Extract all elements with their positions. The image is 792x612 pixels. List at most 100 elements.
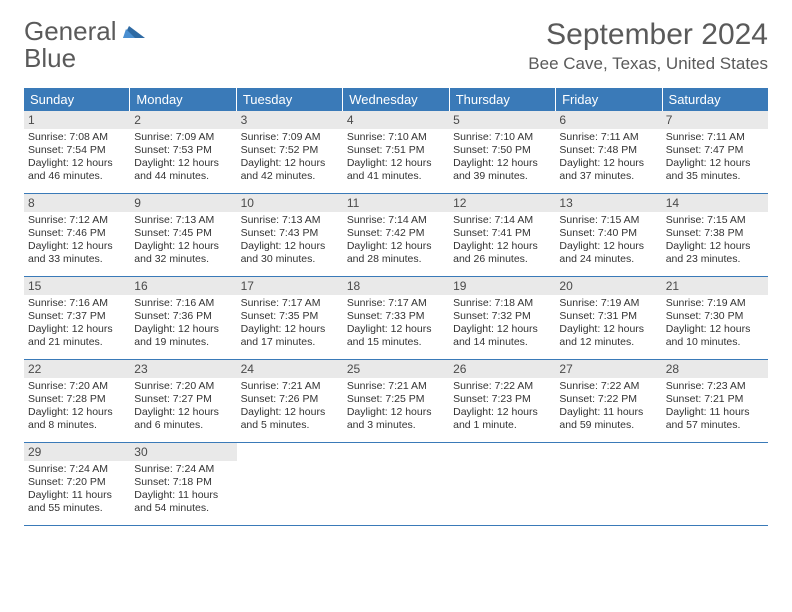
sunrise-text: Sunrise: 7:09 AM [241, 131, 339, 144]
sunset-text: Sunset: 7:31 PM [559, 310, 657, 323]
day-cell: 25Sunrise: 7:21 AMSunset: 7:25 PMDayligh… [343, 360, 449, 442]
day-of-week-header: Wednesday [343, 88, 449, 111]
daylight-text: Daylight: 12 hours and 12 minutes. [559, 323, 657, 349]
daylight-text: Daylight: 12 hours and 21 minutes. [28, 323, 126, 349]
sunset-text: Sunset: 7:22 PM [559, 393, 657, 406]
day-number: 15 [28, 279, 126, 293]
day-number-row: 30 [130, 443, 236, 461]
day-number-row: 24 [237, 360, 343, 378]
day-number-row: 7 [662, 111, 768, 129]
day-number-row: 19 [449, 277, 555, 295]
day-number-row: 21 [662, 277, 768, 295]
day-number: 30 [134, 445, 232, 459]
daylight-text: Daylight: 12 hours and 1 minute. [453, 406, 551, 432]
day-cell: 15Sunrise: 7:16 AMSunset: 7:37 PMDayligh… [24, 277, 130, 359]
sunset-text: Sunset: 7:43 PM [241, 227, 339, 240]
day-cell: 22Sunrise: 7:20 AMSunset: 7:28 PMDayligh… [24, 360, 130, 442]
day-number: 27 [559, 362, 657, 376]
logo: General Blue [24, 18, 145, 72]
day-cell: 30Sunrise: 7:24 AMSunset: 7:18 PMDayligh… [130, 443, 236, 525]
day-cell: 12Sunrise: 7:14 AMSunset: 7:41 PMDayligh… [449, 194, 555, 276]
day-cell: 10Sunrise: 7:13 AMSunset: 7:43 PMDayligh… [237, 194, 343, 276]
days-of-week-row: SundayMondayTuesdayWednesdayThursdayFrid… [24, 88, 768, 111]
daylight-text: Daylight: 11 hours and 55 minutes. [28, 489, 126, 515]
daylight-text: Daylight: 12 hours and 39 minutes. [453, 157, 551, 183]
day-cell: 7Sunrise: 7:11 AMSunset: 7:47 PMDaylight… [662, 111, 768, 193]
sunset-text: Sunset: 7:32 PM [453, 310, 551, 323]
day-number-row: 11 [343, 194, 449, 212]
daylight-text: Daylight: 12 hours and 28 minutes. [347, 240, 445, 266]
daylight-text: Daylight: 12 hours and 6 minutes. [134, 406, 232, 432]
day-number: 21 [666, 279, 764, 293]
day-cell: 20Sunrise: 7:19 AMSunset: 7:31 PMDayligh… [555, 277, 661, 359]
sunrise-text: Sunrise: 7:11 AM [559, 131, 657, 144]
day-cell: 23Sunrise: 7:20 AMSunset: 7:27 PMDayligh… [130, 360, 236, 442]
day-number: 11 [347, 196, 445, 210]
day-cell: 6Sunrise: 7:11 AMSunset: 7:48 PMDaylight… [555, 111, 661, 193]
sunset-text: Sunset: 7:52 PM [241, 144, 339, 157]
day-number-row: 20 [555, 277, 661, 295]
sunrise-text: Sunrise: 7:21 AM [347, 380, 445, 393]
day-number-row: 3 [237, 111, 343, 129]
sunrise-text: Sunrise: 7:15 AM [559, 214, 657, 227]
sunset-text: Sunset: 7:38 PM [666, 227, 764, 240]
day-number-row: 1 [24, 111, 130, 129]
sunset-text: Sunset: 7:54 PM [28, 144, 126, 157]
sunrise-text: Sunrise: 7:24 AM [28, 463, 126, 476]
day-cell: 14Sunrise: 7:15 AMSunset: 7:38 PMDayligh… [662, 194, 768, 276]
day-cell: 26Sunrise: 7:22 AMSunset: 7:23 PMDayligh… [449, 360, 555, 442]
day-number-row: 2 [130, 111, 236, 129]
sunset-text: Sunset: 7:51 PM [347, 144, 445, 157]
day-of-week-header: Saturday [663, 88, 768, 111]
sunrise-text: Sunrise: 7:16 AM [134, 297, 232, 310]
day-cell: 21Sunrise: 7:19 AMSunset: 7:30 PMDayligh… [662, 277, 768, 359]
day-number: 22 [28, 362, 126, 376]
day-cell: 16Sunrise: 7:16 AMSunset: 7:36 PMDayligh… [130, 277, 236, 359]
day-number-row: 27 [555, 360, 661, 378]
flag-icon [123, 27, 145, 44]
daylight-text: Daylight: 12 hours and 46 minutes. [28, 157, 126, 183]
daylight-text: Daylight: 12 hours and 30 minutes. [241, 240, 339, 266]
title-block: September 2024 Bee Cave, Texas, United S… [528, 18, 768, 74]
sunset-text: Sunset: 7:48 PM [559, 144, 657, 157]
sunrise-text: Sunrise: 7:22 AM [559, 380, 657, 393]
day-number: 29 [28, 445, 126, 459]
day-number-row: 13 [555, 194, 661, 212]
daylight-text: Daylight: 12 hours and 24 minutes. [559, 240, 657, 266]
month-title: September 2024 [528, 18, 768, 52]
day-number: 23 [134, 362, 232, 376]
day-number: 9 [134, 196, 232, 210]
day-cell: 11Sunrise: 7:14 AMSunset: 7:42 PMDayligh… [343, 194, 449, 276]
daylight-text: Daylight: 12 hours and 17 minutes. [241, 323, 339, 349]
daylight-text: Daylight: 12 hours and 23 minutes. [666, 240, 764, 266]
day-number: 24 [241, 362, 339, 376]
day-number-row: 18 [343, 277, 449, 295]
header: General Blue September 2024 Bee Cave, Te… [0, 0, 792, 80]
day-number: 8 [28, 196, 126, 210]
sunset-text: Sunset: 7:37 PM [28, 310, 126, 323]
sunrise-text: Sunrise: 7:17 AM [347, 297, 445, 310]
sunrise-text: Sunrise: 7:13 AM [134, 214, 232, 227]
day-number: 19 [453, 279, 551, 293]
sunrise-text: Sunrise: 7:13 AM [241, 214, 339, 227]
day-number: 1 [28, 113, 126, 127]
week-row: 22Sunrise: 7:20 AMSunset: 7:28 PMDayligh… [24, 360, 768, 443]
sunrise-text: Sunrise: 7:21 AM [241, 380, 339, 393]
sunrise-text: Sunrise: 7:19 AM [666, 297, 764, 310]
daylight-text: Daylight: 12 hours and 42 minutes. [241, 157, 339, 183]
day-number: 20 [559, 279, 657, 293]
logo-text-blue: Blue [24, 43, 76, 73]
sunrise-text: Sunrise: 7:20 AM [134, 380, 232, 393]
sunset-text: Sunset: 7:33 PM [347, 310, 445, 323]
sunrise-text: Sunrise: 7:23 AM [666, 380, 764, 393]
sunrise-text: Sunrise: 7:09 AM [134, 131, 232, 144]
sunrise-text: Sunrise: 7:14 AM [347, 214, 445, 227]
daylight-text: Daylight: 12 hours and 33 minutes. [28, 240, 126, 266]
day-of-week-header: Monday [130, 88, 236, 111]
day-cell [662, 443, 768, 525]
day-cell: 28Sunrise: 7:23 AMSunset: 7:21 PMDayligh… [662, 360, 768, 442]
day-number-row: 14 [662, 194, 768, 212]
day-number-row: 23 [130, 360, 236, 378]
sunset-text: Sunset: 7:23 PM [453, 393, 551, 406]
day-number: 12 [453, 196, 551, 210]
